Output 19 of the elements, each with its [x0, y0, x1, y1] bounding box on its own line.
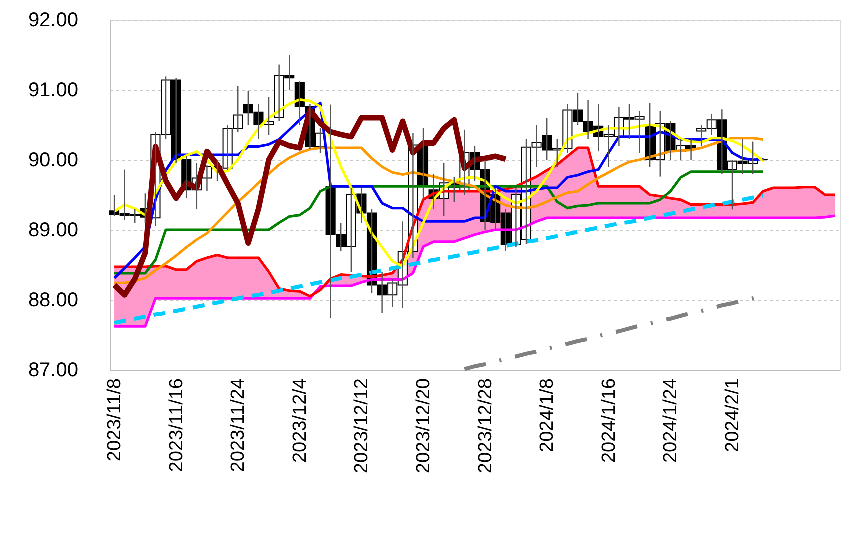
x-tick-label: 2023/12/12	[352, 378, 373, 474]
line-series	[113, 214, 837, 328]
x-tick-label: 2023/12/20	[414, 378, 435, 474]
x-tick-label: 2023/11/8	[104, 378, 126, 462]
x-tick-label: 2024/1/16	[598, 378, 620, 464]
y-tick-label: 89.00	[28, 220, 78, 242]
x-tick-label: 2024/1/8	[537, 378, 558, 452]
y-tick-label: 87.00	[28, 360, 78, 382]
x-tick-label: 2023/11/24	[228, 378, 250, 472]
y-tick-label: 90.00	[28, 150, 78, 172]
y-tick-label: 88.00	[28, 290, 78, 312]
x-tick-label: 2023/12/28	[475, 378, 496, 474]
y-tick-label: 92.00	[28, 10, 78, 32]
x-tick-label: 2023/12/4	[290, 378, 311, 464]
x-tick-label: 2024/1/24	[660, 378, 682, 464]
line-series	[112, 194, 766, 326]
x-tick-label: 2023/11/16	[166, 378, 188, 472]
x-tick-label: 2024/2/1	[722, 378, 744, 452]
y-tick-label: 91.00	[28, 80, 78, 102]
